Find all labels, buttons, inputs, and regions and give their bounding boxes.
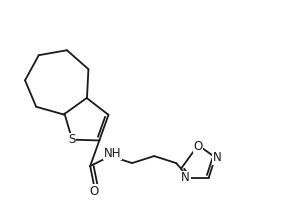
- Text: N: N: [213, 151, 222, 164]
- Text: N: N: [181, 171, 190, 184]
- Text: S: S: [68, 133, 76, 146]
- Text: O: O: [194, 140, 203, 153]
- Text: O: O: [89, 185, 99, 198]
- Text: NH: NH: [103, 147, 121, 160]
